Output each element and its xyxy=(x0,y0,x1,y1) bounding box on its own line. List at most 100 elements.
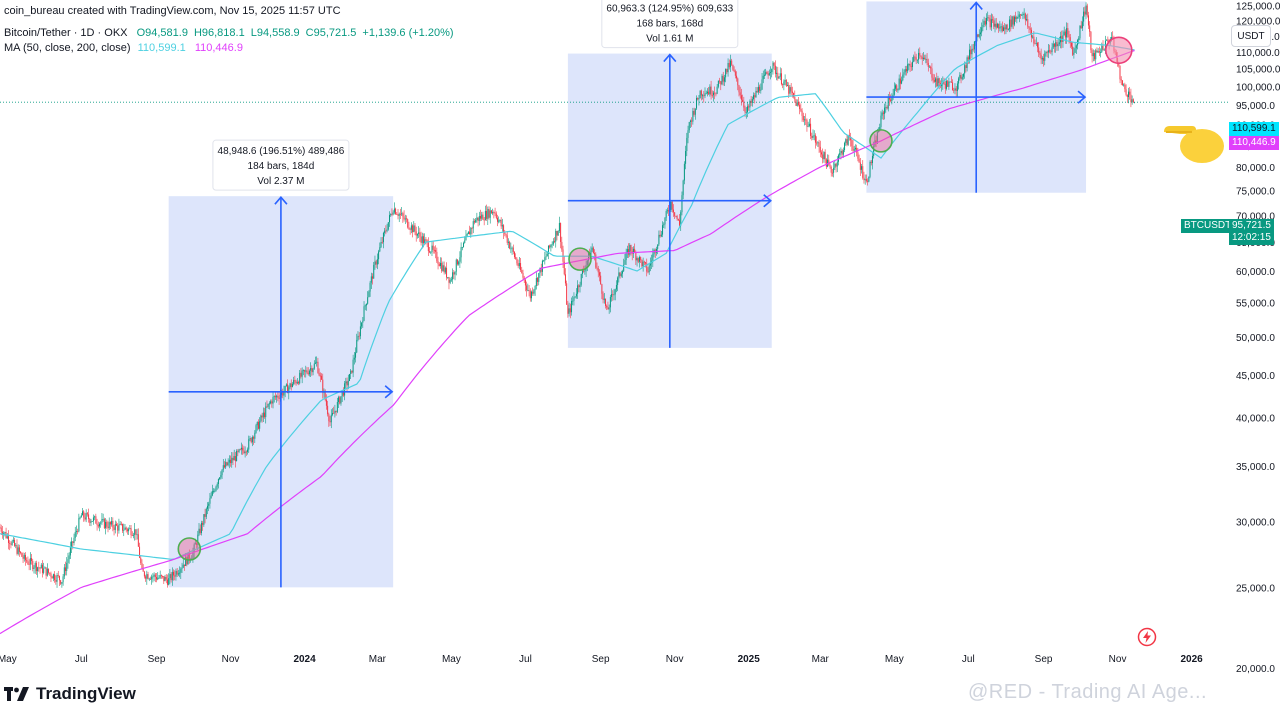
candle-body xyxy=(761,79,763,90)
candle-body xyxy=(995,23,997,28)
candle-body xyxy=(851,140,853,147)
candle-body xyxy=(509,241,511,249)
candle-body xyxy=(795,99,797,106)
candle-body xyxy=(419,232,421,237)
candle-body xyxy=(969,49,971,60)
candle-body xyxy=(641,259,643,267)
candle-body xyxy=(68,555,70,560)
candle-body xyxy=(450,279,452,281)
candle-body xyxy=(749,100,751,108)
candle-body xyxy=(949,81,951,83)
candle-body xyxy=(188,553,190,560)
candle-body xyxy=(935,78,937,82)
candle-body xyxy=(571,301,573,313)
candle-body xyxy=(720,81,722,85)
candle-body xyxy=(751,98,753,103)
candle-body xyxy=(1053,43,1055,47)
lightning-icon[interactable] xyxy=(1137,627,1157,647)
candle-body xyxy=(152,576,154,578)
candle-body xyxy=(1068,34,1070,38)
candle-body xyxy=(1006,24,1008,30)
x-tick-label: Nov xyxy=(666,654,684,665)
candle-body xyxy=(200,522,202,533)
candle-body xyxy=(1004,27,1006,30)
candle-body xyxy=(1090,31,1092,51)
candle-body xyxy=(358,335,360,337)
candle-body xyxy=(489,210,491,218)
candle-body xyxy=(107,526,109,529)
candle-body xyxy=(1095,50,1097,60)
candle-body xyxy=(333,413,335,414)
candle-body xyxy=(335,410,337,412)
candle-body xyxy=(373,264,375,279)
candle-body xyxy=(73,537,75,543)
candle-body xyxy=(677,218,679,221)
candle-body xyxy=(198,528,200,535)
candle-body xyxy=(7,536,9,544)
candle-body xyxy=(790,87,792,92)
candle-body xyxy=(415,231,417,236)
candle-body xyxy=(1107,39,1109,42)
ohlc-legend: Bitcoin/Tether · 1D · OKX O94,581.9 H96,8… xyxy=(4,27,460,39)
candle-body xyxy=(342,391,344,396)
candle-body xyxy=(856,147,858,153)
candle-body xyxy=(1056,42,1058,47)
candle-body xyxy=(921,56,923,59)
measure-label-line: 184 bars, 184d xyxy=(248,161,315,172)
candle-body xyxy=(490,210,492,214)
currency-selector[interactable]: USDT xyxy=(1231,25,1271,47)
candle-body xyxy=(456,259,458,265)
candle-body xyxy=(569,308,571,313)
candle-body xyxy=(181,567,183,569)
candle-body xyxy=(762,75,764,80)
candle-body xyxy=(1039,52,1041,55)
candle-body xyxy=(1102,45,1104,50)
candle-body xyxy=(755,90,757,98)
candle-body xyxy=(728,62,730,68)
candle-body xyxy=(397,214,399,216)
candle-body xyxy=(785,79,787,86)
candle-body xyxy=(642,261,644,267)
candle-body xyxy=(406,218,408,220)
candle-body xyxy=(1073,52,1075,55)
candle-body xyxy=(1124,84,1126,90)
candle-body xyxy=(399,213,401,215)
candle-body xyxy=(1026,19,1028,21)
measure-label-line: 168 bars, 168d xyxy=(636,19,703,30)
candle-body xyxy=(960,74,962,80)
measure-label-2: 60,963.3 (124.95%) 609,633 168 bars, 168d… xyxy=(601,0,739,49)
candle-body xyxy=(794,96,796,100)
candle-body xyxy=(262,412,264,418)
candle-body xyxy=(1074,48,1076,53)
candle-body xyxy=(994,23,996,27)
x-tick-label: 2024 xyxy=(293,654,316,665)
candle-body xyxy=(131,535,133,536)
candle-body xyxy=(487,209,489,219)
candle-body xyxy=(149,578,151,580)
measure-label-line: Vol 1.61 M xyxy=(646,34,693,45)
x-tick-label: Jul xyxy=(962,654,975,665)
candle-body xyxy=(43,568,45,573)
candle-body xyxy=(477,217,479,221)
x-tick-label: Mar xyxy=(812,654,830,665)
y-tick-label: 75,000.0 xyxy=(1236,186,1275,197)
candle-body xyxy=(278,397,280,399)
candle-body xyxy=(276,395,278,398)
candle-body xyxy=(158,577,160,579)
candle-body xyxy=(713,92,715,96)
candle-body xyxy=(396,214,398,215)
candle-body xyxy=(32,560,34,569)
candle-body xyxy=(90,521,92,523)
candle-body xyxy=(260,415,262,422)
candle-body xyxy=(1112,37,1114,39)
candle-body xyxy=(936,78,938,87)
low-value: L94,558.9 xyxy=(250,27,300,39)
candle-body xyxy=(683,163,685,181)
candle-body xyxy=(515,257,517,259)
candle-body xyxy=(763,74,765,76)
tradingview-logo[interactable]: TradingView xyxy=(4,684,136,704)
ma-label: MA (50, close, 200, close) xyxy=(4,42,131,54)
candle-body xyxy=(852,146,854,151)
